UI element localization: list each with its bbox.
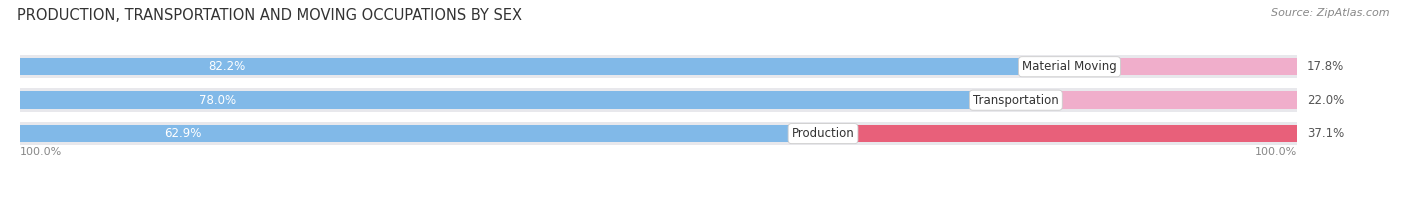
Bar [20,91,1017,109]
Bar [20,58,1070,75]
Text: 17.8%: 17.8% [1308,60,1344,73]
Bar [20,125,823,142]
Bar [1070,58,1296,75]
Bar [823,125,1296,142]
Text: 78.0%: 78.0% [200,94,236,107]
Text: Source: ZipAtlas.com: Source: ZipAtlas.com [1271,8,1389,18]
Text: Transportation: Transportation [973,94,1059,107]
Bar [20,122,1296,145]
Text: Material Moving: Material Moving [1022,60,1116,73]
Bar [20,88,1296,112]
Text: 62.9%: 62.9% [165,127,201,140]
Text: PRODUCTION, TRANSPORTATION AND MOVING OCCUPATIONS BY SEX: PRODUCTION, TRANSPORTATION AND MOVING OC… [17,8,522,23]
Text: 82.2%: 82.2% [208,60,246,73]
Text: Production: Production [792,127,855,140]
Text: 22.0%: 22.0% [1308,94,1344,107]
Bar [20,55,1296,78]
Bar [1017,91,1296,109]
Text: 100.0%: 100.0% [1254,147,1296,157]
Text: 37.1%: 37.1% [1308,127,1344,140]
Text: 100.0%: 100.0% [20,147,62,157]
